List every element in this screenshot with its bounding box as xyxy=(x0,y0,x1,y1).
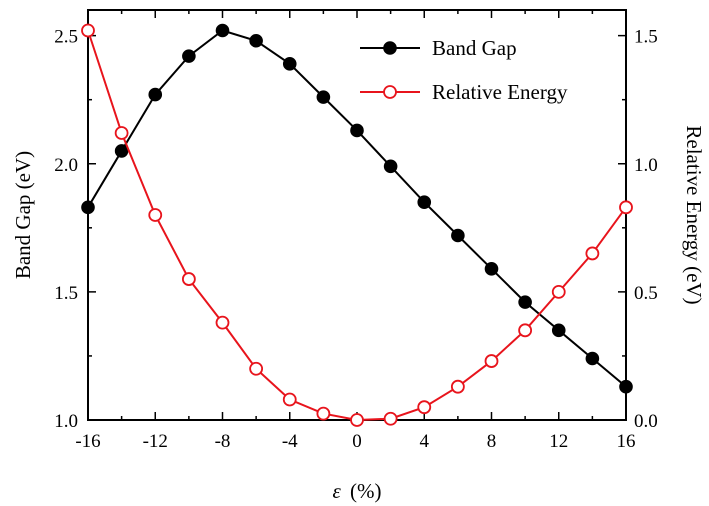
relative-energy-point xyxy=(518,323,533,338)
x-tick-label: -8 xyxy=(215,431,231,452)
relative-energy-point xyxy=(585,246,600,261)
plot-frame xyxy=(87,9,627,421)
relative-energy-point xyxy=(114,126,129,140)
band-gap-point xyxy=(383,159,398,174)
x-tick-label: 8 xyxy=(487,431,497,452)
x-axis-title: ε (%) xyxy=(332,479,381,503)
x-axis-symbol: ε xyxy=(332,479,341,503)
band-gap-point xyxy=(350,123,364,138)
relative-energy-point xyxy=(350,413,364,427)
legend-marker-relative-energy xyxy=(383,85,397,99)
y-left-axis-title: Band Gap (eV) xyxy=(11,151,35,279)
y-right-tick-label: 0.0 xyxy=(634,411,658,432)
relative-energy-point xyxy=(484,354,499,368)
x-tick-label: -4 xyxy=(282,431,298,452)
legend-item-band-gap: Band Gap xyxy=(360,36,517,60)
x-tick-label: 0 xyxy=(352,431,362,452)
relative-energy-point xyxy=(619,200,633,215)
y-right-tick-label: 1.0 xyxy=(634,155,658,176)
relative-energy-point xyxy=(215,315,230,330)
legend-item-relative-energy: Relative Energy xyxy=(360,80,568,104)
x-tick-label: -16 xyxy=(75,431,100,452)
relative-energy-point xyxy=(450,379,465,394)
y-left-tick-label: 1.0 xyxy=(54,411,78,432)
legend-label-band-gap: Band Gap xyxy=(432,36,517,60)
y-left-tick-label: 2.0 xyxy=(54,155,78,176)
relative-energy-point xyxy=(417,400,432,415)
band-gap-point xyxy=(282,57,297,71)
band-gap-point xyxy=(81,200,95,215)
band-gap-point xyxy=(215,23,230,38)
band-gap-point xyxy=(484,262,499,276)
relative-energy-point xyxy=(249,361,264,376)
series-layer xyxy=(81,23,633,427)
legend-marker-band-gap xyxy=(383,41,397,55)
x-tick-label: 12 xyxy=(549,431,568,452)
band-gap-point xyxy=(451,228,465,243)
band-gap-point xyxy=(148,87,163,102)
band-gap-point xyxy=(182,49,196,63)
band-gap-point xyxy=(619,379,633,394)
y-left-tick-label: 1.5 xyxy=(54,283,78,304)
x-tick-label: -12 xyxy=(143,431,168,452)
y-left-tick-label: 2.5 xyxy=(54,27,78,48)
band-gap-point xyxy=(316,90,331,104)
ticks xyxy=(87,10,627,421)
band-gap-point xyxy=(249,33,263,48)
x-axis-unit: (%) xyxy=(350,479,381,503)
relative-energy-point xyxy=(148,208,163,222)
y-right-axis-title: Relative Energy (eV) xyxy=(682,125,706,304)
tick-labels: -16 -12 -8 -4 0 4 8 12 16 1.0 1.5 2.0 2.5 0.0 0.5 1.0 1.… xyxy=(54,27,658,452)
legend-label-relative-energy: Relative Energy xyxy=(432,80,568,104)
relative-energy-point xyxy=(81,23,95,38)
x-tick-label: 16 xyxy=(617,431,636,452)
band-gap-point xyxy=(585,351,600,366)
relative-energy-point xyxy=(181,272,196,286)
band-gap-point xyxy=(551,323,566,338)
band-gap-point xyxy=(114,144,129,158)
relative-energy-point xyxy=(316,406,331,421)
legend: Band Gap Relative Energy xyxy=(360,36,568,104)
relative-energy-point xyxy=(551,284,566,299)
band-gap-point xyxy=(518,295,532,309)
band-gap-point xyxy=(417,195,432,209)
y-right-tick-label: 0.5 xyxy=(634,283,658,304)
relative-energy-point xyxy=(383,411,398,426)
y-right-tick-label: 1.5 xyxy=(634,27,658,48)
relative-energy-point xyxy=(282,392,297,407)
x-tick-label: 4 xyxy=(420,431,430,452)
